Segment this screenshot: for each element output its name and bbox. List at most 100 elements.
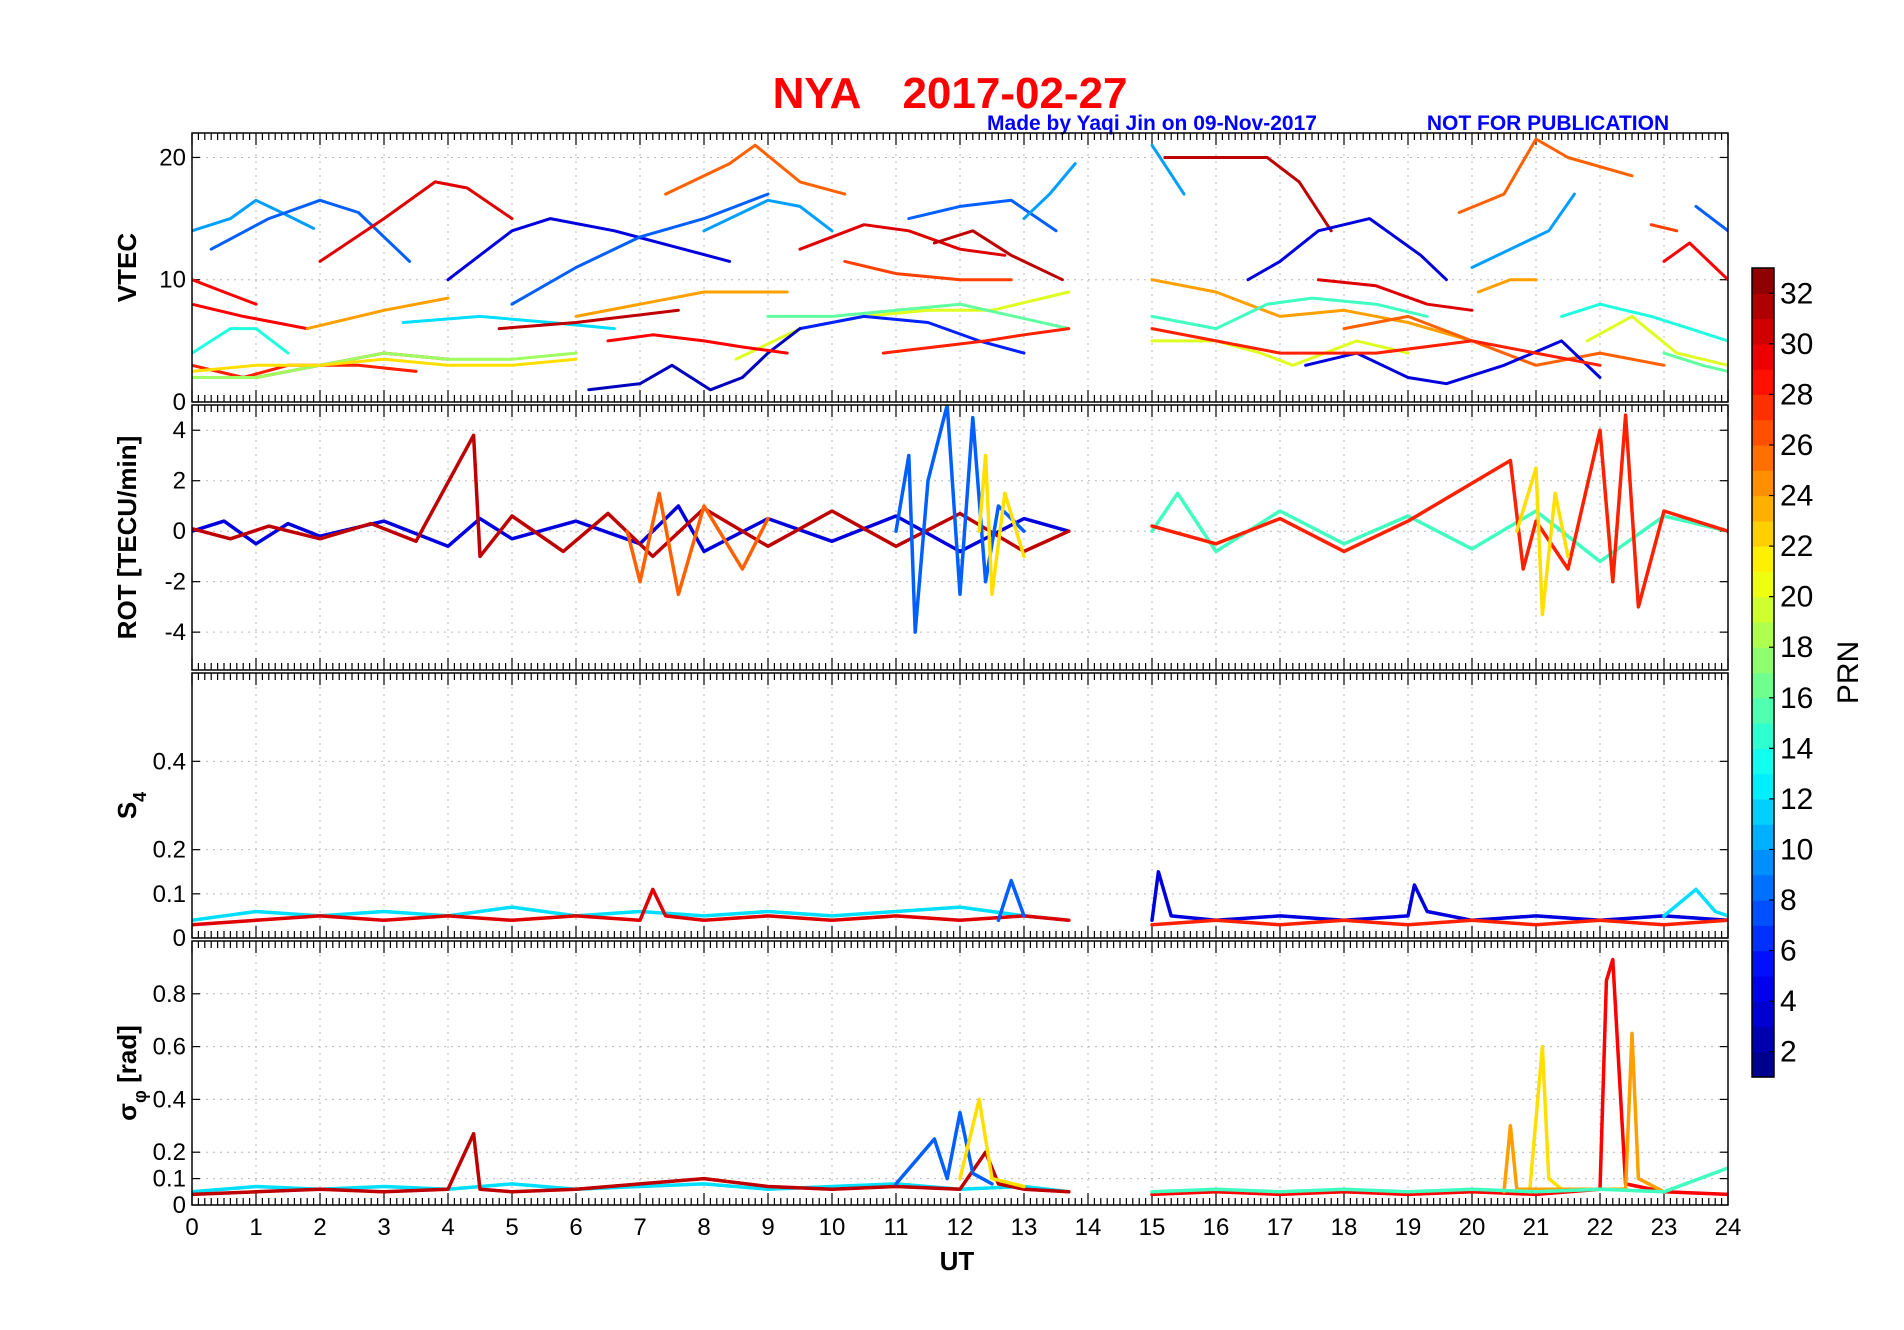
series-prn-24 [574,290,789,318]
colorbar-segment [1752,470,1774,497]
y-tick-label: 0.4 [153,748,186,775]
series-prn-12 [192,905,1071,923]
y-axis-label-vtec: VTEC [112,233,142,303]
series-prn-15 [1150,1166,1728,1194]
colorbar-segment [1752,900,1774,926]
y-axis-label-rot: ROT [TECU/min] [112,436,142,640]
colorbar-tick-label: 6 [1780,935,1797,968]
series-prn-10 [192,198,316,233]
colorbar-tick-label: 4 [1780,985,1797,1018]
y-axis-label-sigphi: σφ [rad] [112,1025,150,1121]
x-tick-label: 12 [947,1214,974,1241]
colorbar-tick-label: 28 [1780,378,1813,411]
traces-s4 [192,870,1728,927]
series-prn-4 [1246,217,1448,282]
colorbar-segment [1752,874,1774,901]
series-prn-28 [881,327,1071,355]
colorbar-segment [1752,672,1774,699]
series-prn-26 [664,143,847,196]
x-tick-label: 21 [1523,1214,1550,1241]
colorbar-tick-label: 20 [1780,581,1813,614]
colorbar-segment [1752,647,1774,674]
series-prn-31 [497,308,680,331]
colorbar-tick-label: 12 [1780,783,1813,816]
x-tick-label: 20 [1459,1214,1486,1241]
colorbar-segment [1752,419,1774,446]
y-tick-label: 0.2 [153,837,186,864]
x-tick-label: 1 [249,1214,262,1241]
series-prn-22 [1527,1044,1564,1194]
series-prn-24 [305,296,450,331]
series-prn-15 [1150,491,1728,564]
x-tick-label: 24 [1715,1214,1742,1241]
series-prn-28 [1150,918,1728,927]
series-prn-29 [1150,957,1728,1197]
series-prn-20 [734,290,1071,361]
y-tick-label: 0.1 [153,1166,186,1193]
colorbar-tick-label: 30 [1780,328,1813,361]
series-prn-8 [209,198,412,263]
series-prn-30 [192,887,1071,927]
series-prn-12 [401,314,616,331]
colorbar-tick-label: 32 [1780,277,1813,310]
series-prn-18 [192,351,578,379]
x-tick-label: 5 [505,1214,518,1241]
series-prn-28 [1150,327,1602,367]
y-tick-label: -4 [165,619,186,646]
series-prn-15 [1150,296,1429,331]
x-tick-label: 7 [633,1214,646,1241]
colorbar-segment [1752,571,1774,598]
colorbar-segment [1752,520,1774,547]
x-tick-label: 3 [377,1214,390,1241]
colorbar-tick-label: 8 [1780,884,1797,917]
series-prn-26 [1457,137,1634,214]
series-prn-31 [932,229,1064,282]
y-tick-label: 0 [173,518,186,545]
x-tick-label: 23 [1651,1214,1678,1241]
x-tick-label: 6 [569,1214,582,1241]
series-prn-26 [625,491,770,597]
panel-sigphi: 00.10.20.40.60.8σφ [rad]0 1 2 3 4 5 6 7 8 9 10 11 12… [112,940,1742,1241]
series-prn-31 [1163,156,1333,233]
x-tick-label: 17 [1267,1214,1294,1241]
series-prn-22 [192,357,578,373]
series-prn-6 [798,314,1026,355]
panel-rot: -4 -2 0 2 4 ROT [TECU/min] [112,404,1729,671]
colorbar-tick-label: 18 [1780,631,1813,664]
colorbar-frame [1751,267,1775,1078]
colorbar-tick-label: 16 [1780,682,1813,715]
x-tick-label: 13 [1011,1214,1038,1241]
colorbar-segment [1752,596,1774,623]
y-axis-label-s4: S4 [112,792,150,819]
panel-vtec: 0 10 20 VTEC [112,132,1729,416]
y-tick-label: 0.4 [153,1086,186,1113]
colorbar-segment [1752,621,1774,648]
x-tick-label: 0 [185,1214,198,1241]
series-prn-8 [894,1110,994,1186]
colorbar-tick-label: 26 [1780,429,1813,462]
colorbar-segment [1752,925,1774,952]
x-tick-label: 2 [313,1214,326,1241]
x-tick-label: 11 [884,1214,909,1241]
colorbar-segment [1752,1001,1774,1028]
panel-s4: 0 0.1 0.2 0.4S4 [112,672,1729,952]
y-tick-label: 0.8 [153,981,186,1008]
colorbar-segment [1752,824,1774,851]
series-prn-12 [1662,887,1728,918]
y-tick-label: 0.2 [153,1139,186,1166]
x-tick-label: 14 [1075,1214,1102,1241]
series-prn-10 [702,198,834,233]
colorbar-label: PRN [1832,641,1865,704]
series-prn-10 [1470,192,1576,269]
series-prn-22 [977,453,1026,597]
series-prn-4 [192,504,1071,554]
series-prn-8 [1694,204,1728,233]
colorbar-segment [1752,1026,1774,1053]
title-date: 2017-02-27 [902,69,1127,118]
colorbar-segment [1752,748,1774,775]
colorbar-tick-label: 22 [1780,530,1813,563]
credit-text: Made by Yaqi Jin on 09-Nov-2017 [987,112,1317,135]
panel-frame [191,672,1729,939]
title-station: NYA [773,69,862,118]
